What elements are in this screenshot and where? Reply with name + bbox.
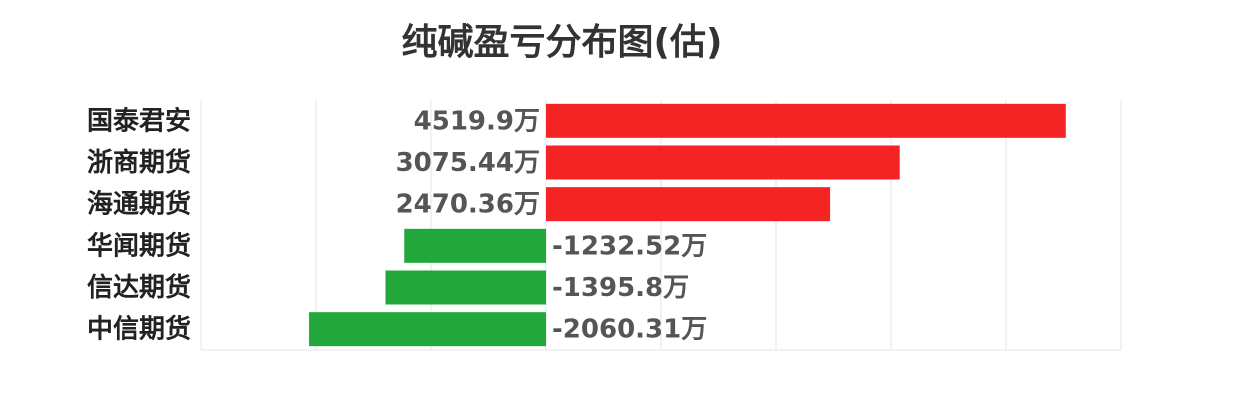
bar (546, 187, 831, 222)
value-label: -1232.52万 (552, 231, 707, 261)
bar (546, 145, 900, 180)
category-label: 海通期货 (87, 189, 191, 220)
category-label: 华闻期货 (87, 230, 191, 261)
category-label: 浙商期货 (87, 147, 191, 178)
bar (546, 103, 1066, 138)
bar (385, 270, 546, 305)
value-label: -2060.31万 (552, 315, 707, 345)
value-label: 3075.44万 (396, 148, 540, 178)
bar (404, 228, 546, 263)
value-label: 4519.9万 (414, 106, 540, 136)
bar (309, 312, 546, 347)
category-label: 国泰君安 (87, 106, 191, 136)
value-label: 2470.36万 (396, 190, 540, 220)
category-label: 信达期货 (87, 272, 191, 303)
category-label: 中信期货 (87, 314, 191, 345)
chart-title: 纯碱盈亏分布图(估) (402, 22, 723, 63)
value-label: -1395.8万 (552, 273, 689, 303)
